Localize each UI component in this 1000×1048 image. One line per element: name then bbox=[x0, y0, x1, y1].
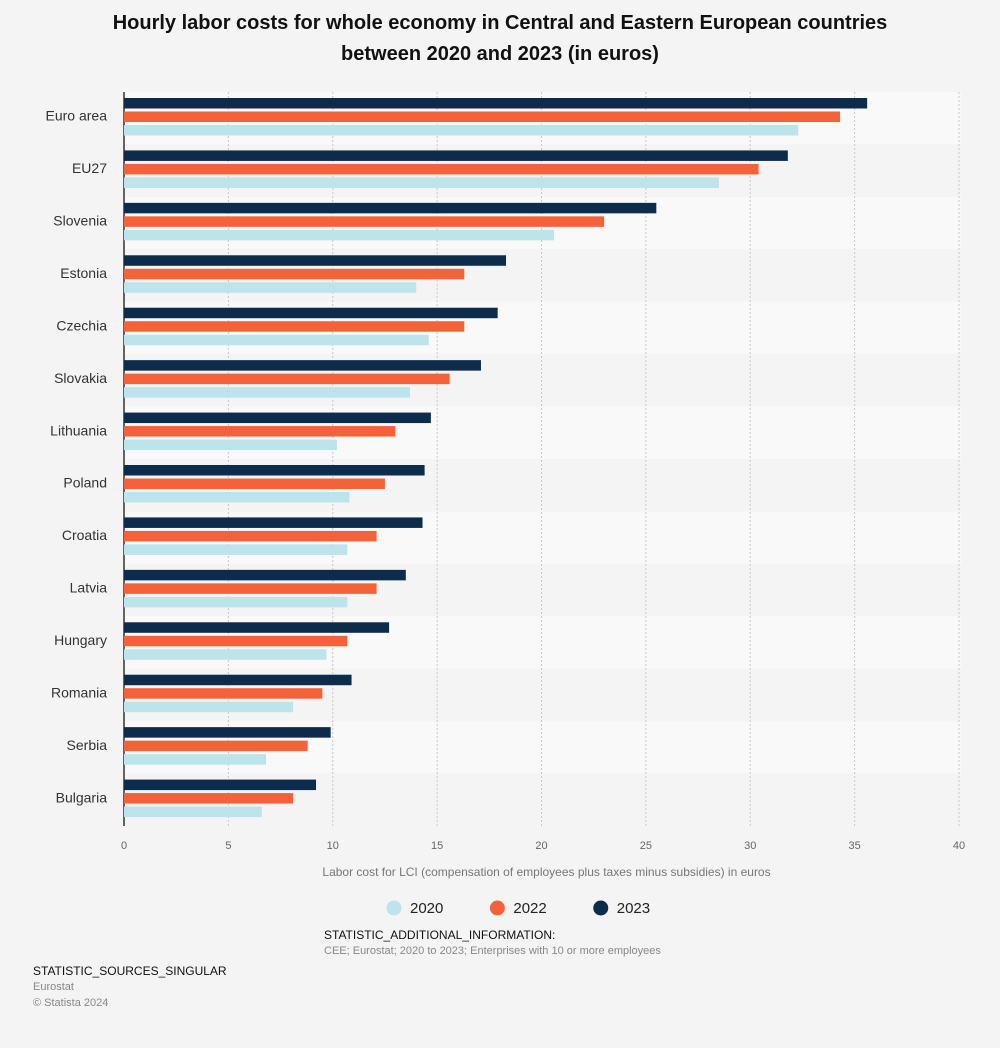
bar bbox=[124, 360, 481, 371]
bar bbox=[124, 439, 337, 451]
bar bbox=[124, 779, 317, 791]
y-tick-label: Poland bbox=[63, 475, 107, 491]
bar bbox=[124, 268, 465, 280]
bar bbox=[124, 596, 348, 608]
legend-label: 2020 bbox=[410, 900, 443, 917]
y-tick-label: Estonia bbox=[60, 265, 107, 281]
legend-marker bbox=[386, 900, 402, 916]
bar bbox=[124, 307, 498, 319]
y-tick-label: Lithuania bbox=[50, 422, 107, 438]
bar bbox=[124, 793, 294, 804]
y-tick-label: EU27 bbox=[72, 160, 107, 176]
x-tick-label: 30 bbox=[744, 840, 756, 852]
bar bbox=[124, 229, 555, 241]
bar bbox=[124, 517, 423, 528]
x-tick-label: 20 bbox=[535, 840, 547, 852]
x-tick-label: 40 bbox=[953, 840, 965, 852]
x-tick-label: 15 bbox=[431, 840, 443, 852]
bar bbox=[124, 426, 396, 437]
bar bbox=[124, 544, 348, 555]
bar bbox=[124, 492, 350, 503]
bar bbox=[124, 754, 266, 765]
chart-title: Hourly labor costs for whole economy in … bbox=[112, 12, 888, 65]
y-tick-label: Czechia bbox=[56, 317, 107, 333]
bar bbox=[124, 150, 788, 161]
y-tick-label: Slovenia bbox=[53, 213, 107, 229]
legend-marker bbox=[489, 900, 505, 916]
copyright: © Statista 2024 bbox=[33, 997, 109, 1009]
y-tick-label: Euro area bbox=[46, 108, 108, 124]
y-tick-label: Bulgaria bbox=[56, 789, 108, 805]
bar bbox=[124, 216, 605, 227]
bar bbox=[124, 98, 868, 109]
x-tick-label: 10 bbox=[327, 840, 339, 852]
bar bbox=[124, 412, 431, 424]
bar bbox=[124, 373, 450, 385]
info-label: STATISTIC_ADDITIONAL_INFORMATION: bbox=[324, 928, 556, 942]
bar bbox=[124, 202, 657, 214]
bar bbox=[124, 649, 327, 660]
bar bbox=[124, 321, 465, 332]
bar bbox=[124, 163, 759, 175]
bar bbox=[124, 688, 323, 699]
bar bbox=[124, 701, 294, 713]
bar bbox=[124, 583, 377, 594]
bar bbox=[124, 530, 377, 542]
bar bbox=[124, 177, 719, 188]
bar bbox=[124, 740, 308, 752]
bar bbox=[124, 334, 429, 346]
bar bbox=[124, 111, 841, 122]
legend-label: 2023 bbox=[617, 900, 650, 917]
y-tick-label: Serbia bbox=[67, 737, 108, 753]
y-tick-label: Croatia bbox=[62, 527, 107, 543]
bar bbox=[124, 806, 262, 818]
legend-label: 2022 bbox=[513, 900, 546, 917]
bar bbox=[124, 465, 425, 476]
bar bbox=[124, 727, 331, 738]
bar bbox=[124, 622, 390, 633]
x-tick-label: 25 bbox=[640, 840, 652, 852]
bar bbox=[124, 569, 406, 581]
source-label: STATISTIC_SOURCES_SINGULAR bbox=[33, 964, 227, 978]
y-tick-label: Hungary bbox=[54, 632, 107, 648]
source: Eurostat bbox=[33, 981, 74, 993]
bar bbox=[124, 255, 507, 266]
y-tick-label: Slovakia bbox=[54, 370, 107, 386]
bar bbox=[124, 478, 385, 489]
bar bbox=[124, 635, 348, 647]
bar bbox=[124, 282, 417, 293]
y-tick-label: Latvia bbox=[70, 580, 108, 596]
bar bbox=[124, 674, 352, 686]
y-tick-label: Romania bbox=[51, 684, 107, 700]
x-tick-label: 35 bbox=[849, 840, 861, 852]
x-tick-label: 0 bbox=[121, 840, 127, 852]
info-text: CEE; Eurostat; 2020 to 2023; Enterprises… bbox=[324, 945, 661, 957]
x-axis-title: Labor cost for LCI (compensation of empl… bbox=[322, 865, 770, 879]
legend-marker bbox=[593, 900, 609, 916]
x-tick-label: 5 bbox=[225, 840, 231, 852]
bar bbox=[124, 387, 410, 398]
bar bbox=[124, 125, 799, 136]
